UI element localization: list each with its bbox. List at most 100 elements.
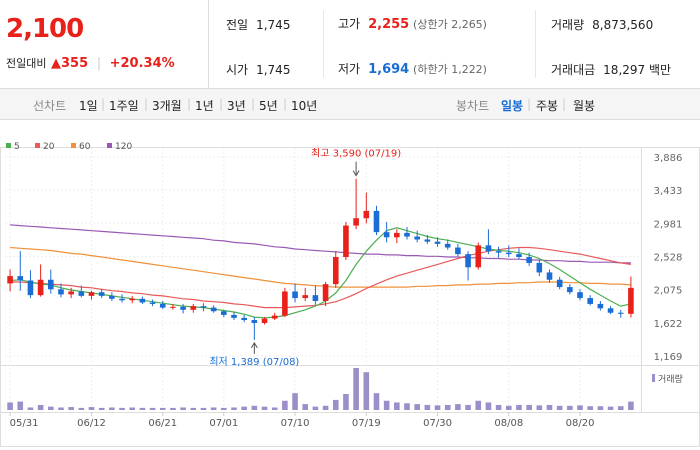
volume-bar <box>139 407 146 410</box>
x-tick-label: 08/20 <box>566 418 595 429</box>
volume-bar <box>556 405 563 410</box>
candle-body <box>210 307 217 312</box>
change-label: 전일대비 <box>6 57 47 70</box>
candle-body <box>251 320 258 323</box>
divider: | <box>96 56 102 71</box>
candle-body <box>180 306 186 310</box>
candle-body <box>587 298 594 304</box>
candle-body <box>292 291 298 299</box>
candle-monthly[interactable]: 월봉 <box>573 99 596 113</box>
candle-body <box>556 279 563 288</box>
x-tick-label: 07/10 <box>281 418 310 429</box>
volume-bar <box>271 407 278 410</box>
candle-body <box>271 315 278 319</box>
volume-bar <box>628 401 634 410</box>
candle-body <box>628 287 634 314</box>
volume-bar <box>241 406 247 410</box>
candle-body <box>190 306 197 310</box>
candle-body <box>119 298 125 301</box>
legend-label: 60 <box>79 142 91 152</box>
volume-bar <box>261 406 268 410</box>
high-label: 고가 <box>338 17 361 31</box>
candle-body <box>505 252 512 255</box>
period-5y[interactable]: 5년 <box>259 99 278 113</box>
volume-bar <box>373 393 380 410</box>
legend-swatch <box>6 143 11 148</box>
volume-bar <box>444 404 451 410</box>
candle-weekly[interactable]: 주봉 <box>536 99 559 113</box>
candle-daily[interactable]: 일봉 <box>501 99 524 113</box>
candle-body <box>424 239 431 242</box>
candle-body <box>404 232 410 237</box>
x-tick-label: 07/30 <box>423 418 452 429</box>
volume-bar <box>109 407 115 410</box>
period-toolbar: 선차트 1일 | 1주일 | 3개월 | 1년 | 3년 | 5년 | 10년 … <box>0 89 700 120</box>
period-3m[interactable]: 3개월 <box>152 99 182 113</box>
volume-bar <box>434 405 441 410</box>
volume-legend-swatch <box>652 374 655 382</box>
y-tick-label: 1,622 <box>654 319 683 330</box>
candle-body <box>383 232 390 238</box>
open-value: 1,745 <box>256 63 291 77</box>
volume-bar <box>190 407 197 410</box>
volume-bar <box>617 406 624 410</box>
low-arrow-head <box>250 341 258 349</box>
candle-body <box>577 292 583 299</box>
stat-open: 시가 1,745 <box>226 61 290 78</box>
y-tick-label: 3,886 <box>654 153 683 164</box>
volume-bar <box>322 405 329 410</box>
low-label: 저가 <box>338 62 361 76</box>
volume-bar <box>119 407 125 410</box>
volume-bar <box>343 394 349 410</box>
volume-legend-label: 거래량 <box>658 373 683 385</box>
volume-bar <box>516 404 522 410</box>
divider <box>535 10 536 78</box>
stat-prev-close: 전일 1,745 <box>226 16 290 33</box>
volume-bar <box>383 400 390 410</box>
volume-bar <box>231 407 237 410</box>
volume-bar <box>505 405 512 410</box>
volume-bar <box>180 407 186 410</box>
volume-bar <box>251 405 258 410</box>
candle-body <box>444 243 451 248</box>
x-tick-label: 06/21 <box>148 418 177 429</box>
volume-bar <box>149 407 156 410</box>
candle-body <box>597 303 604 309</box>
period-1d[interactable]: 1일 <box>79 99 98 113</box>
candle-body <box>78 291 85 296</box>
candle-body <box>485 245 492 252</box>
period-1y[interactable]: 1년 <box>195 99 214 113</box>
open-label: 시가 <box>226 63 249 77</box>
lower-limit: (하한가 1,222) <box>413 63 487 76</box>
divider: | <box>101 97 106 111</box>
period-10y[interactable]: 10년 <box>291 99 318 113</box>
candle-body <box>475 245 482 268</box>
volume-bar <box>567 405 573 410</box>
legend-label: 5 <box>14 142 20 152</box>
candle-body <box>27 280 34 296</box>
volume-bar <box>587 406 594 410</box>
volume-bar <box>159 407 166 410</box>
volume-bar <box>404 403 410 410</box>
period-1w[interactable]: 1주일 <box>109 99 139 113</box>
volume-bar <box>495 404 502 410</box>
low-annotation: 최저 1,389 (07/08) <box>209 356 299 368</box>
ma60-line <box>10 246 631 288</box>
candle-body <box>282 291 288 316</box>
candle-body <box>58 289 64 295</box>
volume-bar <box>302 404 309 410</box>
volume-bar <box>363 372 370 410</box>
period-3y[interactable]: 3년 <box>227 99 246 113</box>
volume-bar <box>47 406 54 410</box>
candle-body <box>353 218 359 226</box>
volume-bar <box>607 406 614 410</box>
candle-body <box>373 210 380 233</box>
volume-bar <box>414 404 420 410</box>
volume-bar <box>221 407 227 410</box>
divider: | <box>283 97 288 111</box>
volume-bar <box>98 407 105 410</box>
volume-bar <box>88 407 95 410</box>
candle-body <box>363 210 370 219</box>
low-value: 1,694 <box>368 62 410 77</box>
candle-body <box>231 314 237 318</box>
